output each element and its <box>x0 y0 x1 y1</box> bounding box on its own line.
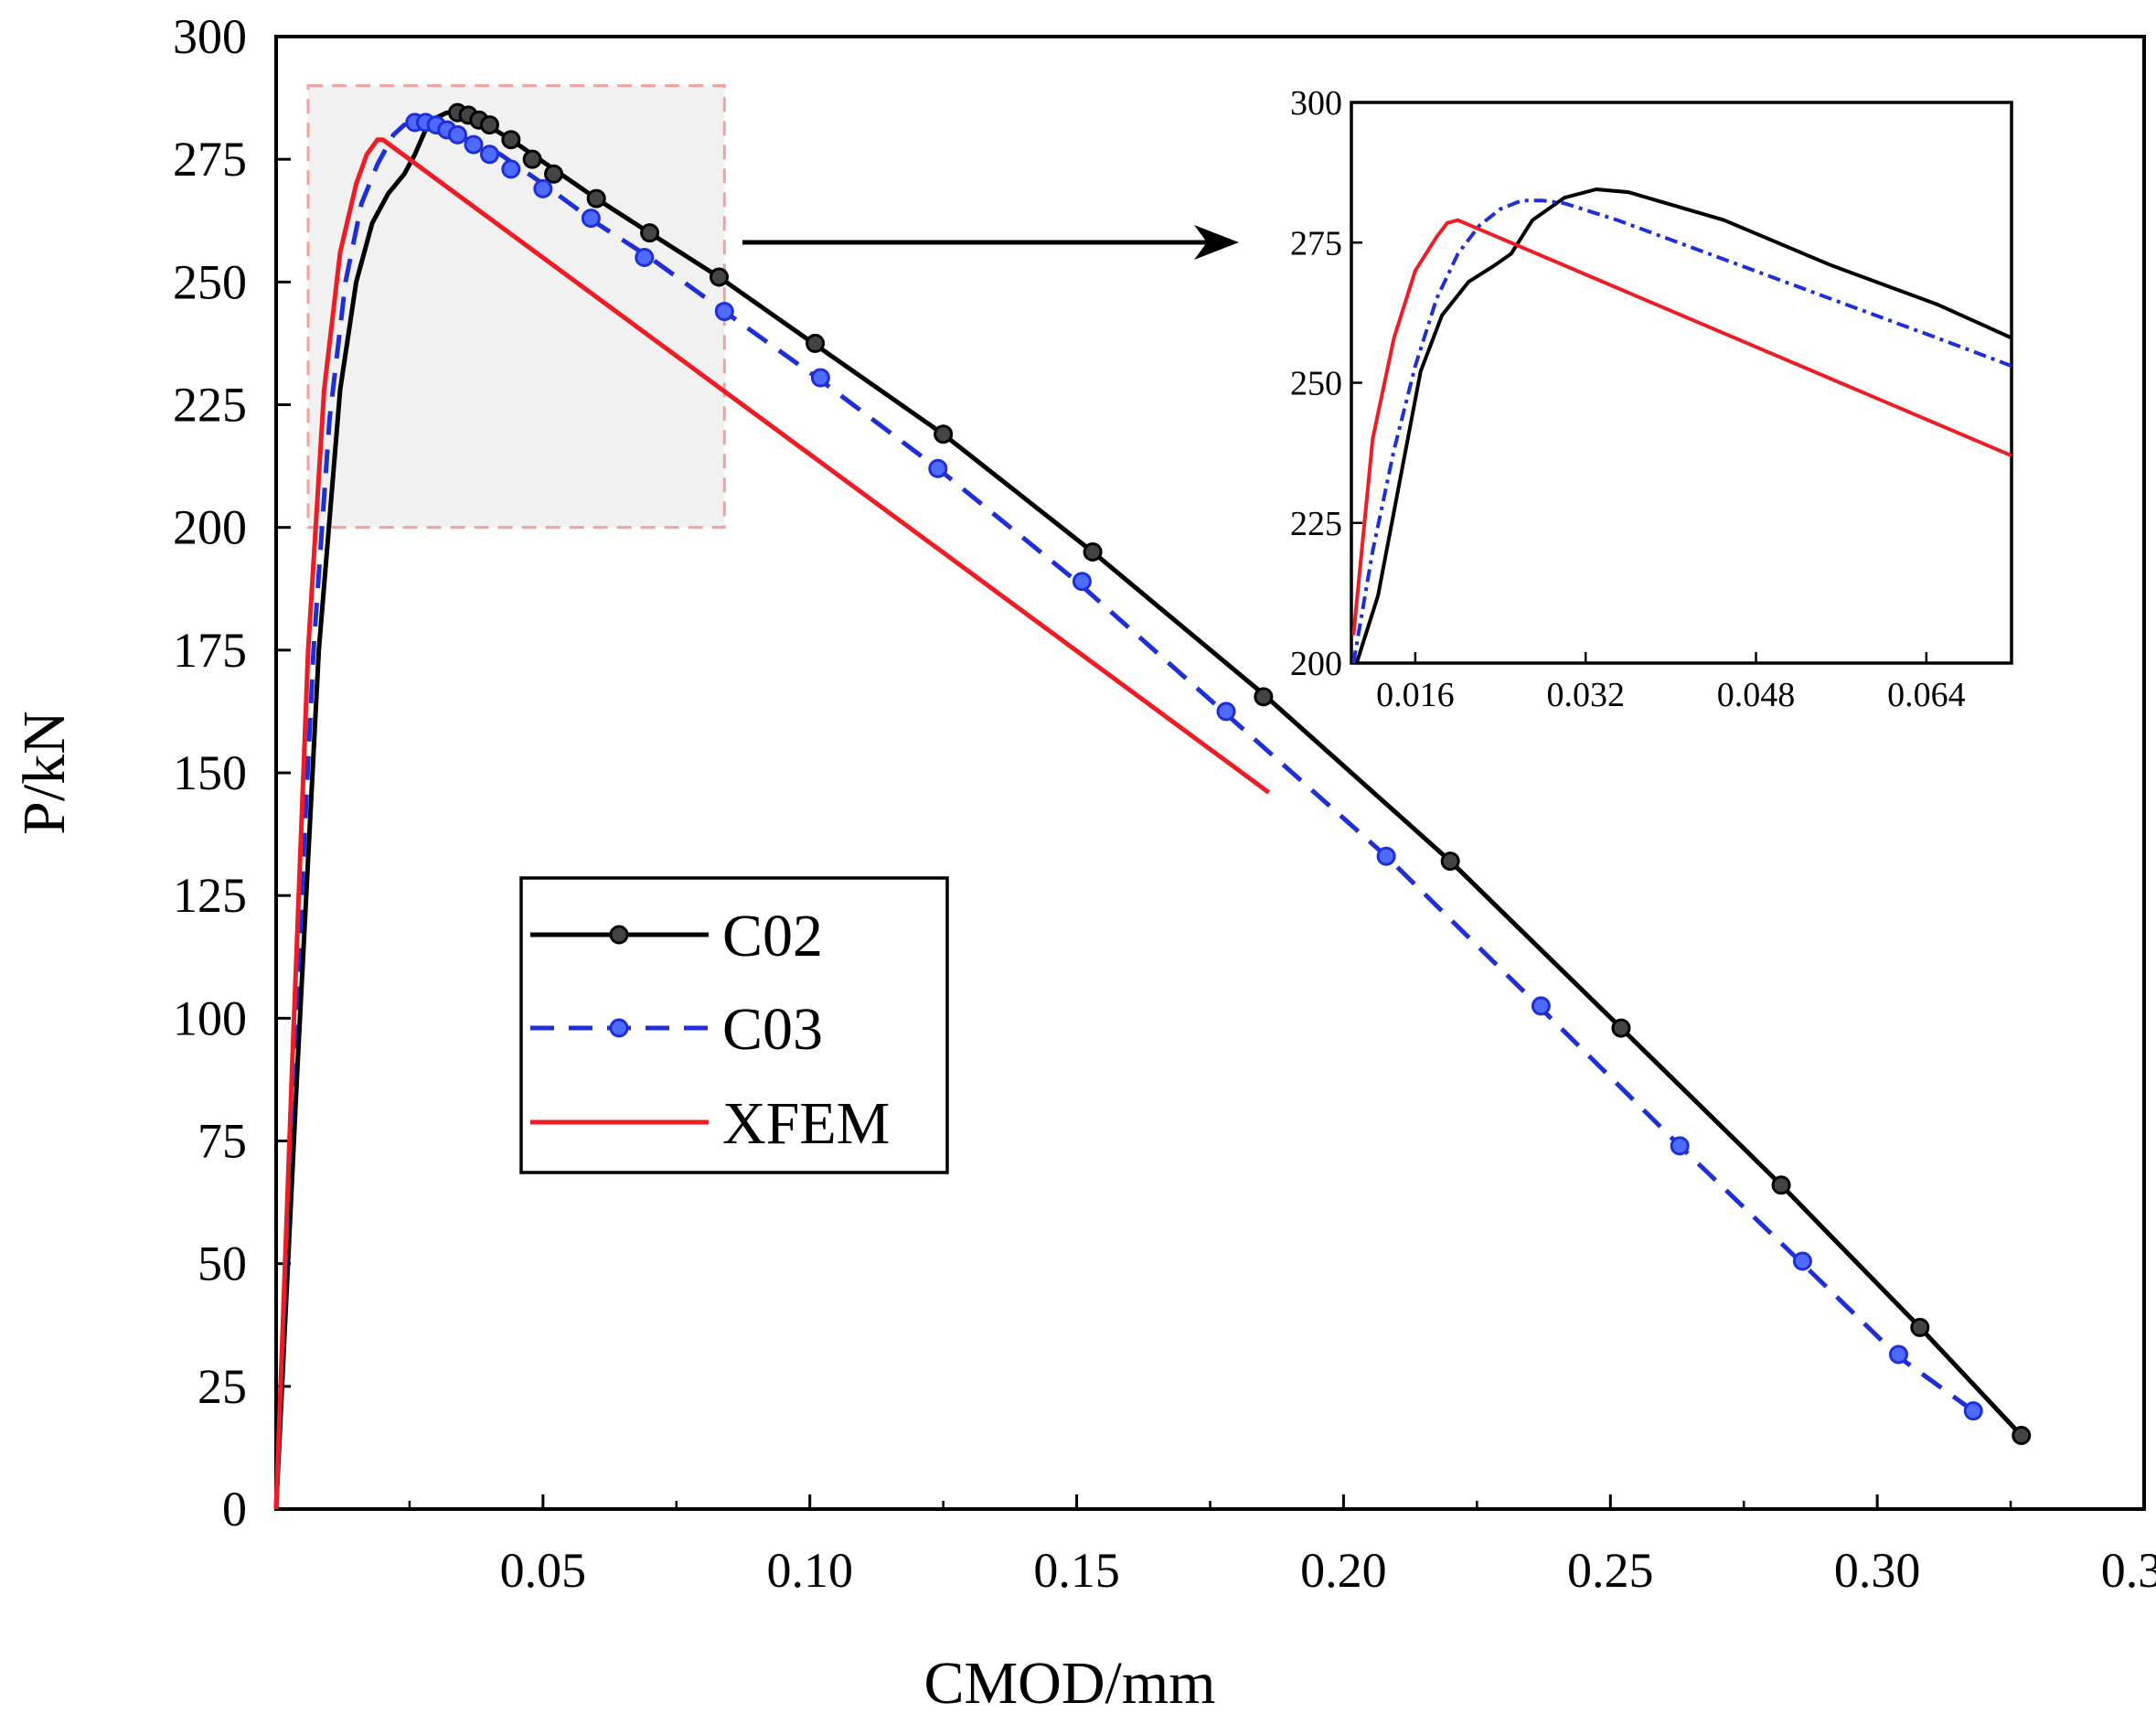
legend-marker-c02 <box>609 925 629 945</box>
data-point-c03 <box>533 178 553 198</box>
inset-series-line-c02 <box>1354 187 2012 664</box>
data-point-c03 <box>1376 846 1396 866</box>
legend: C02 C03 XFEM <box>519 876 949 1174</box>
inset-x-tick-label: 0.032 <box>1546 676 1625 714</box>
y-tick-label: 175 <box>173 623 247 678</box>
zoom-arrow-head <box>1194 225 1239 260</box>
zoom-region-highlight <box>306 84 726 530</box>
inset-y-tick-label: 200 <box>1290 645 1342 683</box>
inset-x-tick-labels: 0.016 0.032 0.048 0.064 <box>1376 676 1965 714</box>
y-tick-label: 225 <box>173 378 247 433</box>
data-point-c02 <box>1611 1018 1631 1038</box>
data-point-c02 <box>640 223 660 243</box>
data-point-c02 <box>2012 1426 2032 1445</box>
y-tick-labels: 0 25 50 75 100 125 150 175 200 225 250 2… <box>173 9 247 1537</box>
inset-plot-area <box>1350 101 2013 665</box>
data-point-c02 <box>1254 687 1274 707</box>
data-point-c03 <box>479 145 499 165</box>
x-tick-label: 0.10 <box>766 1543 853 1598</box>
x-tick-label: 0.25 <box>1567 1543 1654 1598</box>
y-tick-label: 125 <box>173 868 247 923</box>
x-tick-label: 0.30 <box>1834 1543 1921 1598</box>
data-point-c02 <box>479 115 499 135</box>
data-point-c03 <box>714 302 734 322</box>
y-tick-label: 150 <box>173 745 247 800</box>
data-point-c03 <box>1792 1251 1812 1271</box>
data-point-c03 <box>1670 1136 1690 1156</box>
y-tick-label: 200 <box>173 500 247 555</box>
inset-x-tick-label: 0.016 <box>1376 676 1455 714</box>
data-point-c02 <box>544 164 564 184</box>
data-point-c03 <box>1072 572 1092 592</box>
data-point-c03 <box>1888 1344 1908 1365</box>
data-point-c03 <box>501 159 521 179</box>
main-series-layer <box>273 102 2032 1510</box>
legend-label-c03: C03 <box>722 996 823 1063</box>
y-tick-label: 25 <box>197 1359 247 1414</box>
data-point-c03 <box>810 368 830 388</box>
data-point-c02 <box>1771 1175 1791 1195</box>
data-point-c03 <box>1216 701 1236 722</box>
data-point-c02 <box>501 130 521 150</box>
data-point-c03 <box>1963 1401 1983 1421</box>
y-tick-label: 75 <box>197 1114 247 1169</box>
inset-y-tick-labels: 200 225 250 275 300 <box>1290 84 1342 683</box>
x-axis-title: CMOD/mm <box>923 1650 1215 1717</box>
inset-y-tick-label: 250 <box>1290 365 1342 403</box>
series-line-xfem <box>273 137 1271 1510</box>
data-point-c03 <box>1531 996 1551 1016</box>
series-line-c03 <box>273 120 1975 1510</box>
data-point-c02 <box>586 188 606 209</box>
data-point-c02 <box>1910 1317 1930 1337</box>
x-tick-label: 0.20 <box>1300 1543 1387 1598</box>
y-axis-title: P/kN <box>11 711 78 835</box>
inset-series-line-xfem <box>1351 218 2012 636</box>
data-point-c03 <box>581 209 601 229</box>
data-point-c02 <box>934 424 954 444</box>
x-tick-label: 0.15 <box>1033 1543 1120 1598</box>
y-tick-label: 300 <box>173 9 247 64</box>
data-point-c02 <box>806 333 826 353</box>
x-tick-labels: 0.05 0.10 0.15 0.20 0.25 0.30 0.35 <box>500 1543 2156 1598</box>
inset-y-tick-label: 275 <box>1290 224 1342 262</box>
x-tick-label: 0.35 <box>2101 1543 2156 1598</box>
data-point-c03 <box>928 458 948 478</box>
data-point-c02 <box>1440 851 1460 872</box>
data-point-c03 <box>447 124 467 145</box>
inset-x-tick-label: 0.064 <box>1887 676 1966 714</box>
x-tick-label: 0.05 <box>500 1543 587 1598</box>
data-point-c03 <box>464 134 484 155</box>
data-point-c02 <box>1083 542 1103 562</box>
inset-y-tick-label: 300 <box>1290 84 1342 123</box>
data-point-c02 <box>709 267 729 287</box>
y-tick-label: 50 <box>197 1237 247 1291</box>
inset-series-layer <box>1351 187 2012 664</box>
data-point-c02 <box>522 149 542 169</box>
y-tick-label: 100 <box>173 990 247 1045</box>
y-tick-label: 0 <box>222 1482 247 1537</box>
data-point-c03 <box>635 248 655 267</box>
legend-marker-c03 <box>609 1018 629 1038</box>
legend-label-xfem: XFEM <box>722 1090 890 1157</box>
legend-label-c02: C02 <box>722 903 823 969</box>
inset-y-tick-label: 225 <box>1290 505 1342 543</box>
inset-x-tick-label: 0.048 <box>1717 676 1796 714</box>
y-tick-label: 250 <box>173 254 247 309</box>
inset-series-line-c03 <box>1351 198 2012 664</box>
y-tick-label: 275 <box>173 132 247 187</box>
inset-plot: 200 225 250 275 300 0.016 0.032 0.048 0.… <box>1290 84 2013 714</box>
